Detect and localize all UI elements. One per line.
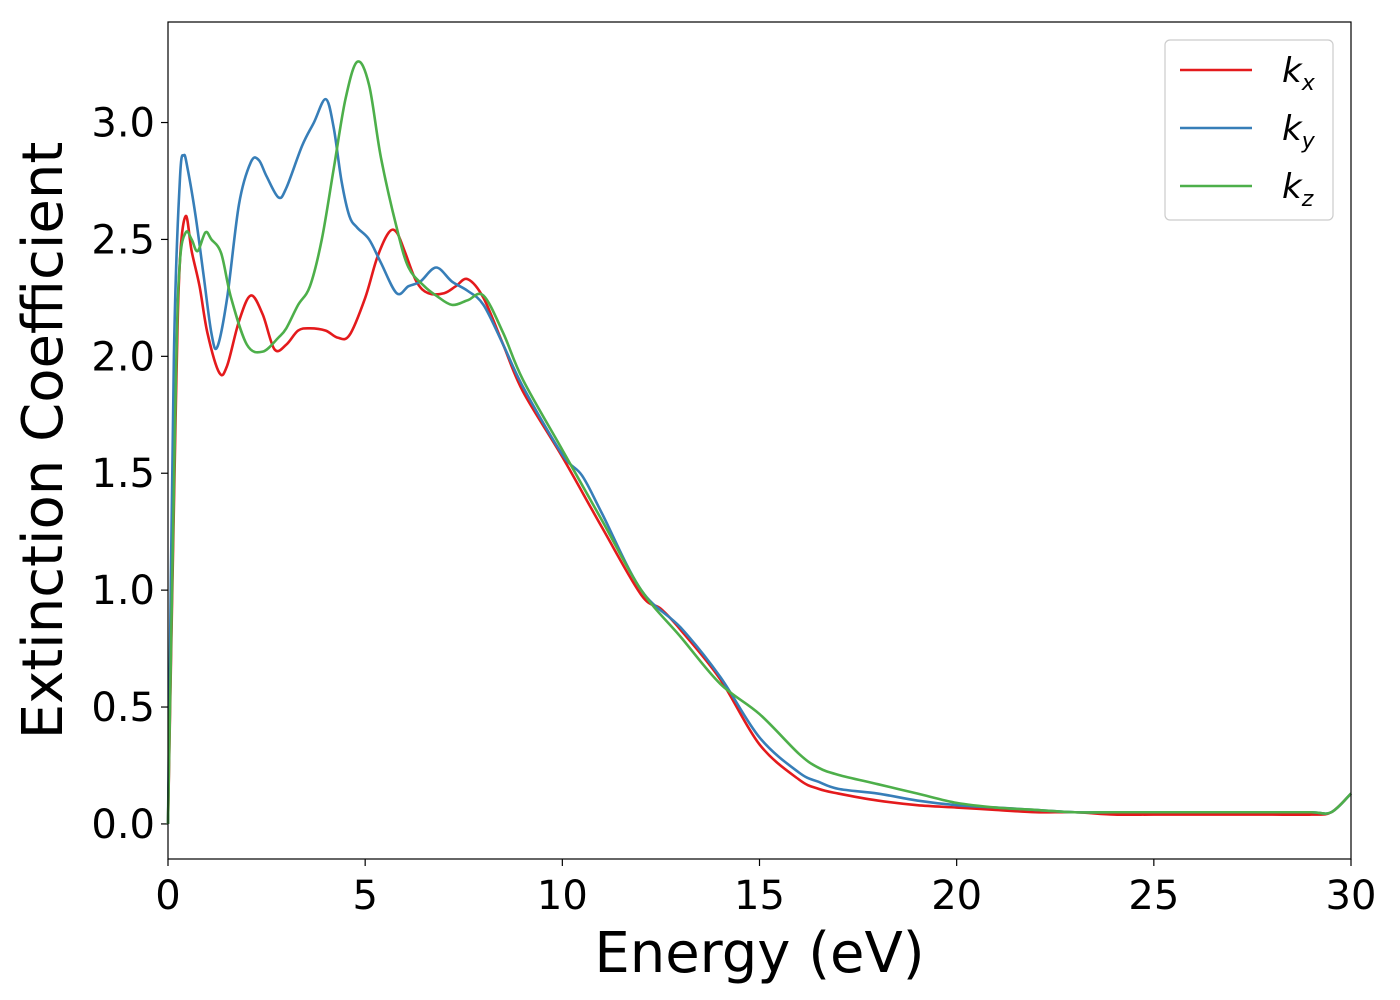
legend-label-kz: kz [1282, 167, 1314, 212]
plot-frame [167, 21, 1352, 860]
y-axis-ticks: 0.0 0.5 1.0 1.5 2.0 2.5 3.0 [91, 101, 168, 848]
x-axis-label: Energy (eV) [594, 921, 924, 986]
x-tick-label: 10 [537, 873, 588, 919]
x-tick-label: 15 [734, 873, 785, 919]
y-tick-label: 0.0 [91, 802, 155, 848]
y-tick-label: 3.0 [91, 101, 155, 147]
legend-label-kx: kx [1282, 51, 1316, 96]
series-line-kz [166, 60, 1352, 824]
y-tick-label: 1.5 [91, 451, 155, 497]
x-tick-label: 20 [931, 873, 982, 919]
legend: kx ky kz [1164, 39, 1334, 221]
y-axis-label: Extinction Coefficient [11, 142, 76, 740]
y-tick-label: 0.5 [91, 685, 155, 731]
series-lines [166, 60, 1352, 824]
y-tick-label: 2.5 [91, 217, 155, 263]
x-tick-label: 25 [1128, 873, 1179, 919]
x-axis-ticks: 0 5 10 15 20 25 30 [155, 859, 1376, 919]
x-tick-label: 30 [1326, 873, 1377, 919]
legend-box [1164, 39, 1334, 221]
y-tick-label: 1.0 [91, 568, 155, 614]
legend-label-ky: ky [1282, 109, 1316, 154]
x-tick-label: 5 [352, 873, 377, 919]
series-line-kx [166, 214, 1352, 824]
y-tick-label: 2.0 [91, 334, 155, 380]
x-tick-label: 0 [155, 873, 180, 919]
